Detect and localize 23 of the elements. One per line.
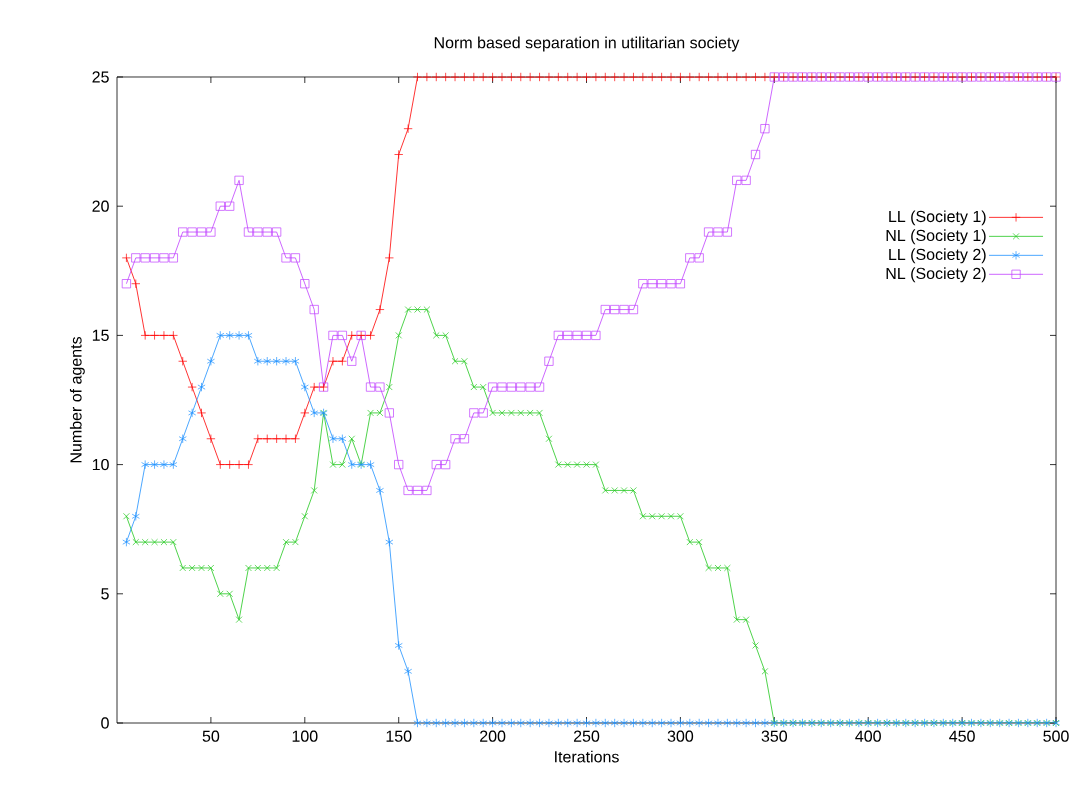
y-tick-label: 5	[101, 588, 109, 600]
x-tick-label: 400	[855, 730, 881, 742]
x-tick-label: 300	[667, 730, 694, 742]
x-tick-label: 50	[202, 730, 220, 742]
legend-label: LL (Society 2)	[889, 248, 986, 264]
x-axis-title: Iterations	[555, 750, 619, 763]
x-tick-label: 150	[386, 730, 412, 742]
x-tick-label: 350	[761, 730, 788, 742]
y-tick-label: 0	[101, 717, 109, 729]
x-tick-label: 450	[949, 730, 975, 742]
legend-label: NL (Society 2)	[886, 267, 986, 283]
x-tick-label: 500	[1043, 730, 1069, 742]
x-tick-label: 100	[292, 730, 318, 742]
y-tick-label: 15	[92, 329, 109, 341]
legend-label: LL (Society 1)	[889, 210, 986, 226]
x-tick-label: 250	[573, 730, 600, 742]
y-tick-label: 20	[92, 200, 109, 212]
y-axis-title: Number of agents	[69, 337, 85, 463]
chart-title: Norm based separation in utilitarian society	[434, 36, 740, 52]
y-tick-label: 10	[92, 458, 109, 471]
legend-label: NL (Society 1)	[886, 229, 986, 245]
y-tick-label: 25	[92, 71, 109, 83]
x-tick-label: 200	[480, 730, 506, 742]
